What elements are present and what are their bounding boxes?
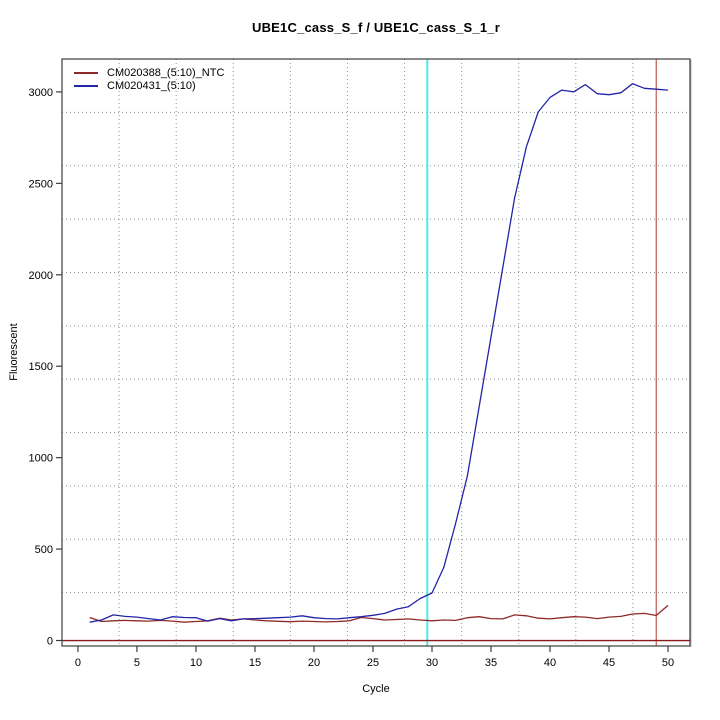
svg-text:50: 50: [662, 657, 674, 669]
svg-text:0: 0: [47, 636, 53, 648]
svg-text:30: 30: [426, 657, 438, 669]
svg-text:1000: 1000: [29, 453, 53, 465]
svg-text:2000: 2000: [29, 270, 53, 282]
series-line-1: [89, 83, 669, 623]
y-axis-label: Fluorescent: [8, 323, 20, 381]
svg-text:45: 45: [603, 657, 615, 669]
svg-text:10: 10: [190, 657, 202, 669]
legend-item-sample: CM020431_(5:10): [74, 79, 224, 92]
svg-text:40: 40: [544, 657, 556, 669]
svg-text:3000: 3000: [29, 87, 53, 99]
legend-line-swatch-red: [74, 71, 98, 74]
series-line-0: [89, 604, 669, 623]
svg-text:2500: 2500: [29, 178, 53, 190]
svg-text:15: 15: [249, 657, 261, 669]
svg-text:500: 500: [35, 544, 53, 556]
svg-text:25: 25: [367, 657, 379, 669]
chart-title: UBE1C_cass_S_f / UBE1C_cass_S_1_r: [252, 20, 500, 35]
svg-text:5: 5: [134, 657, 140, 669]
svg-text:0: 0: [75, 657, 81, 669]
legend-label-ntc: CM020388_(5:10)_NTC: [107, 66, 225, 79]
legend-line-swatch-blue: [74, 84, 98, 87]
svg-text:20: 20: [308, 657, 320, 669]
legend: CM020388_(5:10)_NTC CM020431_(5:10): [74, 66, 224, 92]
x-axis-label: Cycle: [362, 683, 390, 695]
legend-item-ntc: CM020388_(5:10)_NTC: [74, 66, 224, 79]
svg-text:1500: 1500: [29, 361, 53, 373]
svg-text:35: 35: [485, 657, 497, 669]
legend-label-sample: CM020431_(5:10): [107, 79, 196, 92]
